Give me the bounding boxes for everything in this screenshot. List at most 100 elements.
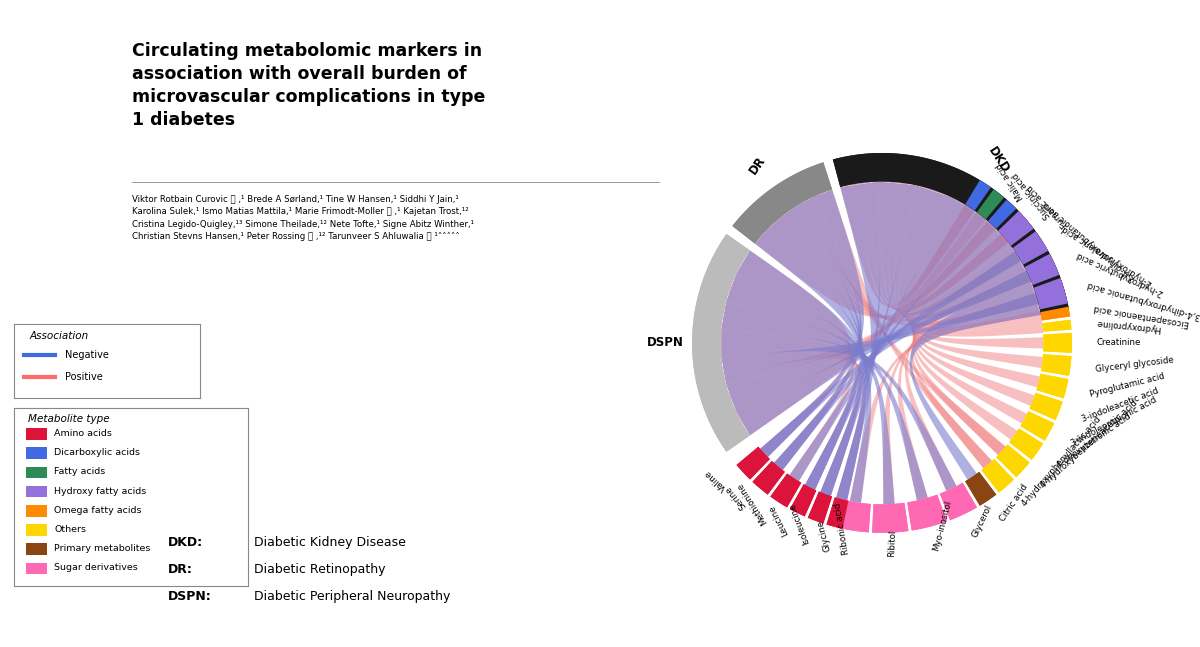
Polygon shape <box>912 243 1016 455</box>
Polygon shape <box>1043 320 1072 332</box>
Polygon shape <box>840 184 974 307</box>
Polygon shape <box>898 277 1034 501</box>
Text: DSPN:: DSPN: <box>168 590 211 603</box>
Polygon shape <box>805 185 952 490</box>
Text: Diabetic Peripheral Neuropathy: Diabetic Peripheral Neuropathy <box>254 590 451 603</box>
Polygon shape <box>1043 333 1072 353</box>
Polygon shape <box>977 190 1004 219</box>
Polygon shape <box>910 278 1040 480</box>
Polygon shape <box>1030 393 1063 420</box>
Text: DKD: DKD <box>985 145 1012 176</box>
Polygon shape <box>776 211 1031 322</box>
Polygon shape <box>808 492 832 523</box>
Polygon shape <box>866 182 1008 312</box>
Polygon shape <box>692 234 750 452</box>
Polygon shape <box>902 190 1043 336</box>
Polygon shape <box>883 289 1038 505</box>
Polygon shape <box>827 498 848 529</box>
Polygon shape <box>724 289 854 481</box>
Text: 2-hydroxyisovaleric acid: 2-hydroxyisovaleric acid <box>1061 224 1153 288</box>
Polygon shape <box>760 245 1030 457</box>
Text: Serine: Serine <box>722 483 748 510</box>
Polygon shape <box>768 216 864 496</box>
Polygon shape <box>1037 374 1068 399</box>
Polygon shape <box>720 332 862 496</box>
Polygon shape <box>738 250 851 457</box>
Polygon shape <box>803 195 1006 455</box>
Text: 3-indolepropionic acid: 3-indolepropionic acid <box>1069 395 1158 448</box>
Polygon shape <box>736 252 1021 435</box>
Polygon shape <box>790 484 816 516</box>
Text: 2,4-dihydroxybutanoic acid: 2,4-dihydroxybutanoic acid <box>1043 200 1138 283</box>
Polygon shape <box>721 293 1039 385</box>
Polygon shape <box>913 232 1018 440</box>
Text: Fatty acids: Fatty acids <box>54 467 106 476</box>
Polygon shape <box>833 499 871 532</box>
Bar <box>26 486 47 498</box>
Polygon shape <box>737 446 770 479</box>
Polygon shape <box>1037 374 1068 399</box>
Polygon shape <box>988 199 1016 229</box>
Polygon shape <box>998 211 1033 246</box>
Polygon shape <box>908 200 1043 368</box>
Polygon shape <box>752 461 785 494</box>
Polygon shape <box>736 250 871 503</box>
Text: Circulating metabolomic markers in
association with overall burden of
microvascu: Circulating metabolomic markers in assoc… <box>132 42 485 129</box>
Text: 3-indoleacetic acid: 3-indoleacetic acid <box>1081 386 1160 424</box>
Polygon shape <box>721 311 858 490</box>
Bar <box>26 563 47 574</box>
Polygon shape <box>850 302 1040 503</box>
Text: DR: DR <box>748 154 768 177</box>
Polygon shape <box>996 444 1030 477</box>
Polygon shape <box>760 190 864 457</box>
Polygon shape <box>895 183 1039 325</box>
Polygon shape <box>726 271 1031 411</box>
Polygon shape <box>1025 254 1060 285</box>
Polygon shape <box>906 194 1044 349</box>
Polygon shape <box>770 474 802 507</box>
Polygon shape <box>721 350 865 501</box>
Polygon shape <box>1020 411 1054 441</box>
Text: Ribitol: Ribitol <box>887 530 898 558</box>
Text: 3,4-dihydroxybutanoic acid: 3,4-dihydroxybutanoic acid <box>1087 280 1200 320</box>
Text: Positive: Positive <box>65 372 102 382</box>
Polygon shape <box>730 269 852 470</box>
Bar <box>26 428 47 440</box>
Bar <box>26 543 47 555</box>
Polygon shape <box>965 472 996 506</box>
Polygon shape <box>1033 278 1068 309</box>
Polygon shape <box>721 301 928 501</box>
Polygon shape <box>889 182 1031 320</box>
Text: Omega fatty acids: Omega fatty acids <box>54 506 142 515</box>
Polygon shape <box>940 483 977 520</box>
Polygon shape <box>912 214 1034 406</box>
Text: Glycerol: Glycerol <box>971 503 994 538</box>
Polygon shape <box>1033 278 1068 309</box>
Text: Negative: Negative <box>65 350 108 360</box>
Polygon shape <box>833 153 1069 315</box>
Text: Hydroxyproline: Hydroxyproline <box>1096 318 1162 333</box>
Polygon shape <box>732 162 832 243</box>
Text: Sugar derivatives: Sugar derivatives <box>54 564 138 573</box>
Polygon shape <box>911 253 1024 468</box>
Text: Original research: Original research <box>1069 14 1190 27</box>
Text: Fumaric acid: Fumaric acid <box>1025 183 1069 229</box>
Polygon shape <box>853 182 996 309</box>
Polygon shape <box>766 221 1021 319</box>
Polygon shape <box>965 180 991 211</box>
Text: Metabolite type: Metabolite type <box>29 414 110 424</box>
Polygon shape <box>1013 231 1048 265</box>
Polygon shape <box>790 197 984 481</box>
Polygon shape <box>998 211 1033 246</box>
Text: DR:: DR: <box>168 563 193 576</box>
Polygon shape <box>1020 411 1054 441</box>
Text: Methionine: Methionine <box>736 480 769 525</box>
Polygon shape <box>1040 354 1072 376</box>
Polygon shape <box>872 503 908 533</box>
Text: Creatinine: Creatinine <box>1097 338 1141 347</box>
Polygon shape <box>988 199 1016 229</box>
Text: 2-hydroxybutyric acid: 2-hydroxybutyric acid <box>1075 250 1165 297</box>
Polygon shape <box>1009 428 1043 460</box>
Polygon shape <box>1040 354 1072 376</box>
Polygon shape <box>730 212 985 417</box>
